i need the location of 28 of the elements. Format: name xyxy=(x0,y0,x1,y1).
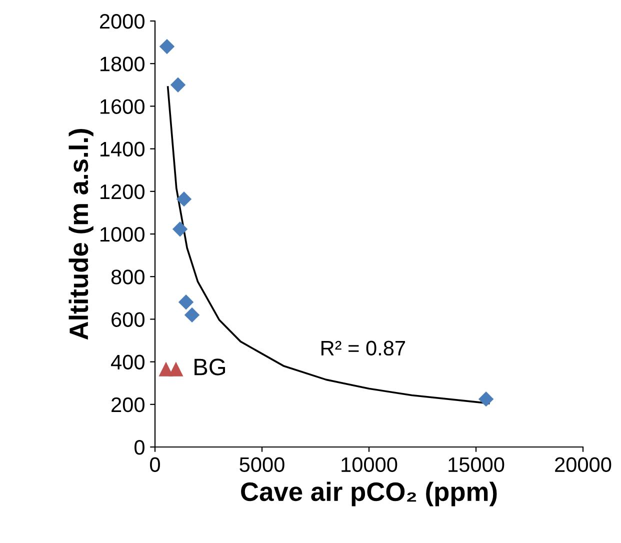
point xyxy=(170,77,186,93)
x-tick-label: 15000 xyxy=(448,457,504,472)
x-tick-label: 5000 xyxy=(240,457,284,472)
y-tick-label: 600 xyxy=(112,312,144,327)
y-tick-label: 800 xyxy=(111,270,144,284)
series-label: BG xyxy=(194,358,225,376)
y-tick-label: 2000 xyxy=(100,14,144,29)
point xyxy=(184,307,200,323)
y-tick-label: 1800 xyxy=(100,56,144,72)
y-tick-label: 1600 xyxy=(100,99,144,114)
point xyxy=(168,362,184,376)
x-tick-label: 0 xyxy=(150,457,160,472)
y-tick-label: 400 xyxy=(111,354,144,370)
point xyxy=(172,221,188,237)
x-axis-title: Cave air pCO₂ (ppm) xyxy=(241,482,497,506)
x-tick-label: 10000 xyxy=(342,457,398,472)
y-tick-label: 0 xyxy=(134,440,144,455)
point xyxy=(159,38,175,54)
point xyxy=(478,391,494,407)
x-tick-label: 20000 xyxy=(555,457,612,472)
y-tick-label: 1200 xyxy=(100,184,144,200)
point xyxy=(176,191,192,207)
y-tick-label: 1400 xyxy=(100,142,144,157)
y-axis-title: Altitude (m a.s.l.) xyxy=(68,129,94,340)
y-tick-label: 200 xyxy=(112,397,144,412)
annotation: R² = 0.87 xyxy=(321,340,406,356)
point xyxy=(178,294,194,310)
y-tick-label: 1000 xyxy=(100,227,144,242)
